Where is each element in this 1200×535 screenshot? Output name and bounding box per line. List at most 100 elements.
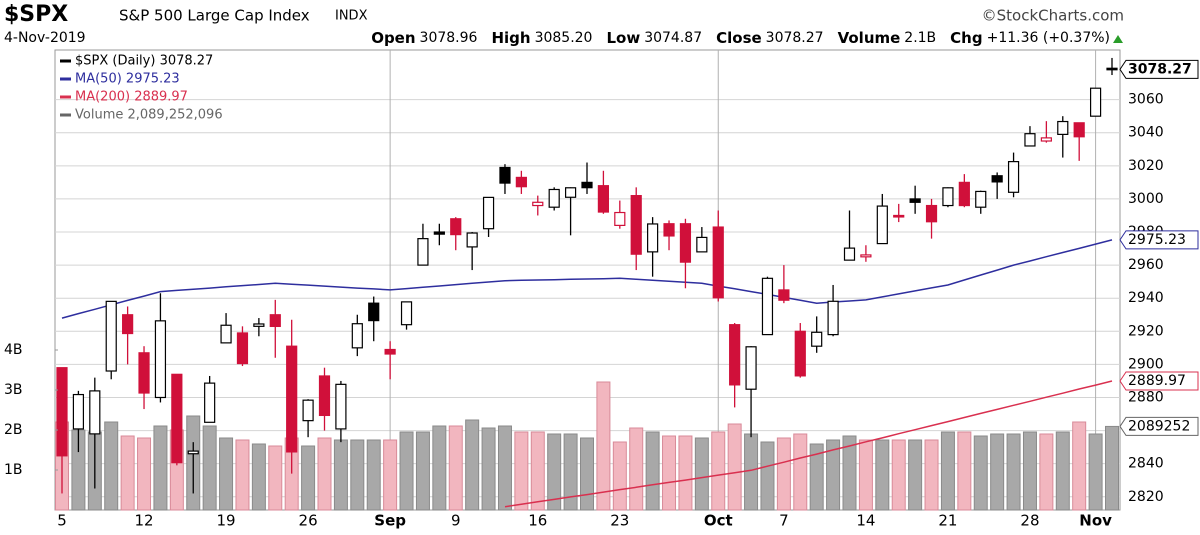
volume-bar xyxy=(120,435,135,511)
volume-bar xyxy=(875,439,890,511)
candle-body xyxy=(729,324,741,386)
volume-bar xyxy=(448,425,463,511)
volume-bar xyxy=(1006,433,1021,511)
volume-bar xyxy=(858,439,873,511)
y-tick-label: 2960 xyxy=(1128,257,1164,273)
volume-bar xyxy=(202,425,217,511)
x-tick-label: Nov xyxy=(1079,512,1112,530)
volume-bar xyxy=(842,435,857,511)
x-tick-label: 19 xyxy=(217,512,236,530)
candle-body xyxy=(1073,122,1085,138)
candle-body xyxy=(893,214,905,218)
volume-bar xyxy=(301,445,316,511)
x-tick-label: 7 xyxy=(779,512,789,530)
candle-body xyxy=(630,195,642,255)
volume-bar xyxy=(530,431,545,511)
volume-bar xyxy=(415,431,430,511)
candle-layer xyxy=(56,57,1118,494)
candle-body xyxy=(581,181,593,189)
y-tick-label: 2920 xyxy=(1128,323,1164,339)
candle-body xyxy=(696,236,708,253)
candle-body xyxy=(1024,133,1036,147)
volume-bar xyxy=(793,433,808,511)
volume-bar xyxy=(973,435,988,511)
candle-body xyxy=(909,198,921,203)
candle-body xyxy=(942,187,954,207)
volume-bar xyxy=(350,439,365,511)
y2-tick-label: 4B xyxy=(4,342,23,358)
text-layer: $SPX S&P 500 Large Cap Index INDX ©Stock… xyxy=(4,2,1199,530)
stat-label: Close xyxy=(716,29,762,47)
stats: Open 3078.96 High 3085.20 Low 3074.87 Close 307… xyxy=(371,29,1110,47)
volume-bar xyxy=(776,437,791,511)
x-tick-label: 28 xyxy=(1020,512,1039,530)
candle-body xyxy=(384,348,396,355)
volume-bar xyxy=(219,437,234,511)
candle-body xyxy=(171,373,183,464)
candle-body xyxy=(778,289,790,301)
candle-body xyxy=(827,300,839,336)
candle-body xyxy=(368,302,380,322)
ma50-flag xyxy=(1119,230,1199,250)
candle-body xyxy=(236,332,249,365)
candle-body xyxy=(532,201,544,207)
candle-body xyxy=(286,345,298,453)
x-tick-label: 21 xyxy=(938,512,957,530)
x-tick-label: 5 xyxy=(57,512,67,530)
candle-body xyxy=(1007,161,1020,193)
x-tick-label: 23 xyxy=(610,512,629,530)
ma200-flag xyxy=(1119,371,1199,391)
stat-label: Volume xyxy=(838,29,901,47)
volume-flag-label: 2089252 xyxy=(1128,418,1190,434)
candle-body xyxy=(548,188,560,208)
volume-bar xyxy=(547,433,562,511)
stat-label: High xyxy=(491,29,530,47)
candle-body xyxy=(482,196,495,230)
candle-body xyxy=(318,375,331,417)
legend-swatch xyxy=(60,95,71,99)
candle-body xyxy=(647,223,659,253)
volume-bar xyxy=(104,421,119,511)
candle-body xyxy=(351,323,363,349)
volume-bar xyxy=(514,431,529,511)
volume-bar xyxy=(1039,433,1054,511)
candle-body xyxy=(860,254,872,258)
volume-bar xyxy=(235,439,250,511)
volume-bar xyxy=(809,443,824,511)
price-flag xyxy=(1119,59,1199,79)
candle-body xyxy=(1057,120,1069,135)
ma200-flag-label: 2889.97 xyxy=(1128,373,1186,389)
date: 4-Nov-2019 xyxy=(4,30,86,46)
volume-bar xyxy=(711,431,726,511)
candle-body xyxy=(499,166,511,184)
candle-body xyxy=(843,247,856,261)
candle-body xyxy=(433,231,445,235)
candle-body xyxy=(335,383,347,430)
ma-layer xyxy=(61,239,1113,508)
y2-tick-label: 2B xyxy=(4,422,23,438)
volume-bar xyxy=(760,441,775,511)
y-tick-label: 2840 xyxy=(1128,456,1164,472)
volume-bar xyxy=(333,439,348,511)
y2-tick-label: 3B xyxy=(4,382,23,398)
y-tick-label: 2900 xyxy=(1128,356,1164,372)
candle-body xyxy=(89,390,101,435)
candle-body xyxy=(515,176,527,188)
legend-swatch xyxy=(60,77,71,81)
price-flag-label: 3078.27 xyxy=(1128,61,1192,77)
stat-value: 3078.27 xyxy=(766,30,824,46)
stat-value: 3078.96 xyxy=(420,30,478,46)
candle-body xyxy=(154,320,167,399)
exchange: INDX xyxy=(335,9,368,24)
stat-label: Chg xyxy=(950,29,982,47)
volume-bar xyxy=(940,431,955,511)
legend-entry: MA(200) 2889.97 xyxy=(75,90,188,105)
volume-bar xyxy=(432,425,447,511)
stat-value: 2.1B xyxy=(904,30,936,46)
y-tick-label: 3040 xyxy=(1128,125,1164,141)
volume-bar xyxy=(1072,421,1087,511)
candle-body xyxy=(811,331,823,347)
volume-bar xyxy=(137,437,152,511)
volume-bar xyxy=(924,439,939,511)
y-tick-label: 3000 xyxy=(1128,191,1164,207)
